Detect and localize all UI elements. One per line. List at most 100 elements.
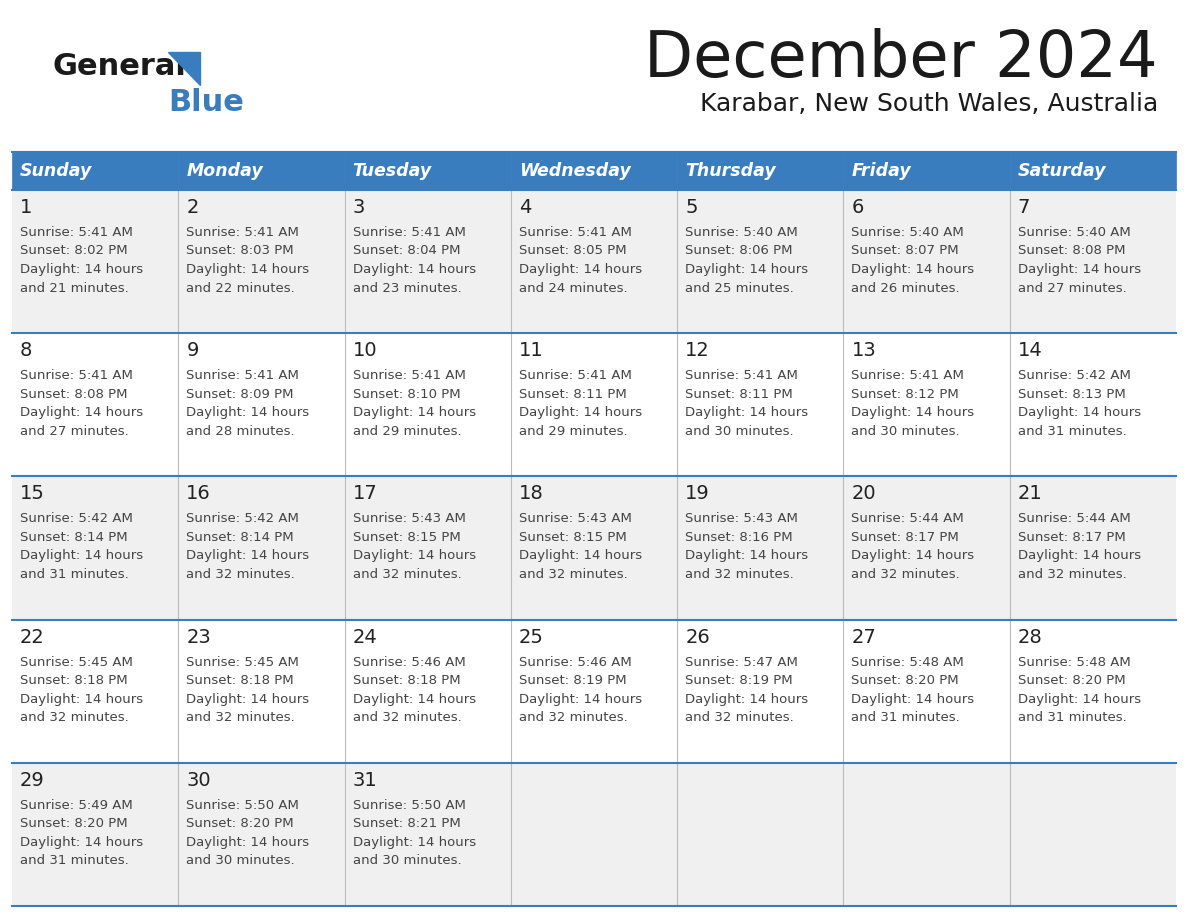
Text: Sunrise: 5:41 AM: Sunrise: 5:41 AM <box>187 369 299 382</box>
Text: Sunrise: 5:49 AM: Sunrise: 5:49 AM <box>20 799 133 812</box>
Text: Daylight: 14 hours: Daylight: 14 hours <box>20 406 143 420</box>
Text: Daylight: 14 hours: Daylight: 14 hours <box>519 406 642 420</box>
Text: Sunrise: 5:40 AM: Sunrise: 5:40 AM <box>1018 226 1131 239</box>
Text: and 30 minutes.: and 30 minutes. <box>353 855 461 868</box>
Text: Sunrise: 5:45 AM: Sunrise: 5:45 AM <box>20 655 133 668</box>
Text: and 29 minutes.: and 29 minutes. <box>519 425 627 438</box>
Text: Daylight: 14 hours: Daylight: 14 hours <box>519 263 642 276</box>
Text: Sunrise: 5:43 AM: Sunrise: 5:43 AM <box>685 512 798 525</box>
Text: Sunrise: 5:41 AM: Sunrise: 5:41 AM <box>20 226 133 239</box>
Text: Daylight: 14 hours: Daylight: 14 hours <box>685 549 808 563</box>
Text: Daylight: 14 hours: Daylight: 14 hours <box>685 263 808 276</box>
Text: Daylight: 14 hours: Daylight: 14 hours <box>1018 263 1140 276</box>
Text: Sunset: 8:19 PM: Sunset: 8:19 PM <box>519 674 626 687</box>
Text: Daylight: 14 hours: Daylight: 14 hours <box>353 835 475 849</box>
Text: and 31 minutes.: and 31 minutes. <box>20 855 128 868</box>
Text: Daylight: 14 hours: Daylight: 14 hours <box>353 692 475 706</box>
Text: Sunrise: 5:46 AM: Sunrise: 5:46 AM <box>519 655 632 668</box>
Text: 6: 6 <box>852 198 864 217</box>
Text: Sunset: 8:06 PM: Sunset: 8:06 PM <box>685 244 792 258</box>
Text: and 23 minutes.: and 23 minutes. <box>353 282 461 295</box>
Text: and 32 minutes.: and 32 minutes. <box>353 568 461 581</box>
Text: Daylight: 14 hours: Daylight: 14 hours <box>20 835 143 849</box>
Text: and 30 minutes.: and 30 minutes. <box>685 425 794 438</box>
Text: Sunset: 8:03 PM: Sunset: 8:03 PM <box>187 244 293 258</box>
Text: 26: 26 <box>685 628 710 646</box>
Text: Tuesday: Tuesday <box>353 162 431 180</box>
Text: Daylight: 14 hours: Daylight: 14 hours <box>20 692 143 706</box>
Text: and 32 minutes.: and 32 minutes. <box>20 711 128 724</box>
Text: Sunset: 8:18 PM: Sunset: 8:18 PM <box>20 674 127 687</box>
Text: 22: 22 <box>20 628 45 646</box>
Text: and 32 minutes.: and 32 minutes. <box>852 568 960 581</box>
Text: Sunset: 8:15 PM: Sunset: 8:15 PM <box>519 531 626 543</box>
Text: Daylight: 14 hours: Daylight: 14 hours <box>1018 692 1140 706</box>
Text: Daylight: 14 hours: Daylight: 14 hours <box>187 549 309 563</box>
Text: 15: 15 <box>20 485 45 503</box>
Text: Sunset: 8:13 PM: Sunset: 8:13 PM <box>1018 387 1125 400</box>
Bar <box>677 152 843 190</box>
Text: Sunset: 8:20 PM: Sunset: 8:20 PM <box>20 817 127 830</box>
Text: Daylight: 14 hours: Daylight: 14 hours <box>852 692 974 706</box>
Text: Sunset: 8:12 PM: Sunset: 8:12 PM <box>852 387 959 400</box>
Text: Sunrise: 5:48 AM: Sunrise: 5:48 AM <box>852 655 965 668</box>
Text: Daylight: 14 hours: Daylight: 14 hours <box>685 692 808 706</box>
Text: Daylight: 14 hours: Daylight: 14 hours <box>852 406 974 420</box>
Text: Sunrise: 5:50 AM: Sunrise: 5:50 AM <box>353 799 466 812</box>
Text: and 32 minutes.: and 32 minutes. <box>187 568 295 581</box>
Bar <box>12 152 178 190</box>
Text: Sunset: 8:18 PM: Sunset: 8:18 PM <box>187 674 293 687</box>
Text: Sunset: 8:17 PM: Sunset: 8:17 PM <box>852 531 959 543</box>
Text: Sunset: 8:04 PM: Sunset: 8:04 PM <box>353 244 460 258</box>
Text: 25: 25 <box>519 628 544 646</box>
Text: Daylight: 14 hours: Daylight: 14 hours <box>187 692 309 706</box>
Bar <box>12 476 1176 620</box>
Text: and 32 minutes.: and 32 minutes. <box>519 568 627 581</box>
Text: Sunset: 8:19 PM: Sunset: 8:19 PM <box>685 674 792 687</box>
Text: 7: 7 <box>1018 198 1030 217</box>
Text: Daylight: 14 hours: Daylight: 14 hours <box>187 406 309 420</box>
Text: Sunset: 8:10 PM: Sunset: 8:10 PM <box>353 387 460 400</box>
Text: 12: 12 <box>685 341 710 360</box>
Text: Daylight: 14 hours: Daylight: 14 hours <box>20 263 143 276</box>
Text: 10: 10 <box>353 341 378 360</box>
Text: Daylight: 14 hours: Daylight: 14 hours <box>353 263 475 276</box>
Text: Sunset: 8:05 PM: Sunset: 8:05 PM <box>519 244 626 258</box>
Text: Sunrise: 5:43 AM: Sunrise: 5:43 AM <box>353 512 466 525</box>
Text: Sunrise: 5:47 AM: Sunrise: 5:47 AM <box>685 655 798 668</box>
Text: Sunrise: 5:41 AM: Sunrise: 5:41 AM <box>20 369 133 382</box>
Text: Sunset: 8:02 PM: Sunset: 8:02 PM <box>20 244 127 258</box>
Text: 18: 18 <box>519 485 544 503</box>
Text: Daylight: 14 hours: Daylight: 14 hours <box>852 549 974 563</box>
Text: Daylight: 14 hours: Daylight: 14 hours <box>353 549 475 563</box>
Bar <box>12 620 1176 763</box>
Text: Sunset: 8:18 PM: Sunset: 8:18 PM <box>353 674 460 687</box>
Text: 11: 11 <box>519 341 544 360</box>
Text: and 32 minutes.: and 32 minutes. <box>685 711 794 724</box>
Text: and 24 minutes.: and 24 minutes. <box>519 282 627 295</box>
Text: Sunset: 8:07 PM: Sunset: 8:07 PM <box>852 244 959 258</box>
Text: 14: 14 <box>1018 341 1042 360</box>
Text: 9: 9 <box>187 341 198 360</box>
Text: and 31 minutes.: and 31 minutes. <box>20 568 128 581</box>
Text: Daylight: 14 hours: Daylight: 14 hours <box>187 263 309 276</box>
Text: Sunset: 8:15 PM: Sunset: 8:15 PM <box>353 531 460 543</box>
Text: Sunset: 8:14 PM: Sunset: 8:14 PM <box>187 531 293 543</box>
Text: 31: 31 <box>353 771 378 789</box>
Text: Sunrise: 5:50 AM: Sunrise: 5:50 AM <box>187 799 299 812</box>
Text: December 2024: December 2024 <box>644 28 1158 90</box>
Text: Sunrise: 5:41 AM: Sunrise: 5:41 AM <box>852 369 965 382</box>
Text: and 27 minutes.: and 27 minutes. <box>1018 282 1126 295</box>
Text: Sunset: 8:08 PM: Sunset: 8:08 PM <box>20 387 127 400</box>
Text: Sunset: 8:20 PM: Sunset: 8:20 PM <box>187 817 293 830</box>
Text: Daylight: 14 hours: Daylight: 14 hours <box>852 263 974 276</box>
Text: and 29 minutes.: and 29 minutes. <box>353 425 461 438</box>
Text: Friday: Friday <box>852 162 911 180</box>
Text: 13: 13 <box>852 341 877 360</box>
Text: and 32 minutes.: and 32 minutes. <box>187 711 295 724</box>
Text: Daylight: 14 hours: Daylight: 14 hours <box>1018 406 1140 420</box>
Text: Sunset: 8:11 PM: Sunset: 8:11 PM <box>685 387 792 400</box>
Text: Sunrise: 5:44 AM: Sunrise: 5:44 AM <box>852 512 965 525</box>
Text: Sunset: 8:09 PM: Sunset: 8:09 PM <box>187 387 293 400</box>
Text: 4: 4 <box>519 198 531 217</box>
